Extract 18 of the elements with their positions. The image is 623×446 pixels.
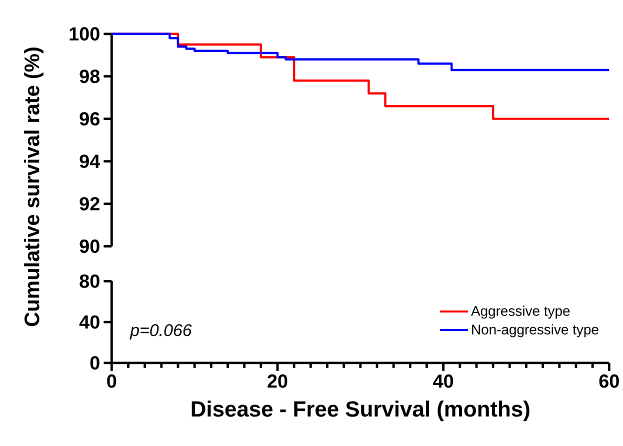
y-tick-label: 100 [70,27,100,41]
x-tick-label: 0 [107,374,116,388]
y-tick-label: 94 [80,154,100,168]
y-tick-label: 80 [80,274,100,288]
y-axis-title: Cumulative survival rate (%) [24,48,44,326]
legend-label: Aggressive type [471,306,570,319]
y-tick-label: 40 [79,315,100,329]
y-tick-label: 92 [80,197,100,211]
y-tick-label: 98 [80,70,100,84]
x-axis-title: Disease - Free Survival (months) [192,400,530,422]
annotation: p=0.066 [130,324,192,340]
y-tick-label: 96 [80,112,100,126]
x-tick-label: 40 [433,374,454,388]
x-tick-label: 60 [599,374,619,388]
y-tick-label: 90 [80,240,100,254]
x-tick-label: 20 [268,374,288,388]
legend-label: Non-aggressive type [472,324,598,338]
y-tick-label: 0 [90,356,100,370]
